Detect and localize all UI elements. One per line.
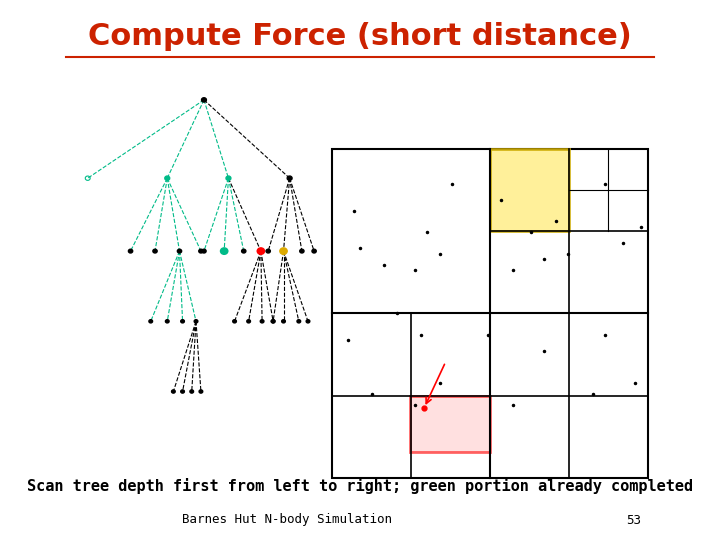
Circle shape: [149, 320, 153, 323]
Circle shape: [177, 249, 181, 253]
Bar: [490, 148, 569, 231]
Circle shape: [199, 249, 203, 253]
Circle shape: [199, 390, 203, 393]
Circle shape: [128, 249, 132, 253]
Circle shape: [165, 176, 170, 180]
Circle shape: [226, 176, 231, 180]
Circle shape: [233, 320, 236, 323]
Circle shape: [280, 248, 287, 254]
Circle shape: [153, 249, 157, 253]
Circle shape: [202, 249, 206, 253]
Circle shape: [242, 249, 246, 253]
Text: Barnes Hut N-body Simulation: Barnes Hut N-body Simulation: [181, 514, 392, 526]
Text: Scan tree depth first from left to right; green portion already completed: Scan tree depth first from left to right…: [27, 478, 693, 494]
Bar: [333, 148, 647, 478]
Circle shape: [194, 320, 198, 323]
Circle shape: [166, 320, 169, 323]
Circle shape: [271, 320, 275, 323]
Circle shape: [247, 320, 251, 323]
Circle shape: [300, 249, 304, 253]
Circle shape: [297, 320, 301, 323]
Circle shape: [190, 390, 194, 393]
Circle shape: [181, 390, 184, 393]
Circle shape: [171, 390, 175, 393]
Circle shape: [282, 320, 285, 323]
Circle shape: [202, 98, 207, 102]
Circle shape: [287, 176, 292, 180]
Circle shape: [312, 249, 316, 253]
Circle shape: [260, 320, 264, 323]
Circle shape: [271, 320, 275, 323]
Circle shape: [220, 248, 228, 254]
Circle shape: [257, 248, 264, 254]
Circle shape: [181, 320, 184, 323]
Text: 53: 53: [626, 514, 642, 526]
Circle shape: [306, 320, 310, 323]
Bar: [410, 395, 490, 451]
Text: Compute Force (short distance): Compute Force (short distance): [88, 22, 632, 51]
Circle shape: [266, 249, 271, 253]
